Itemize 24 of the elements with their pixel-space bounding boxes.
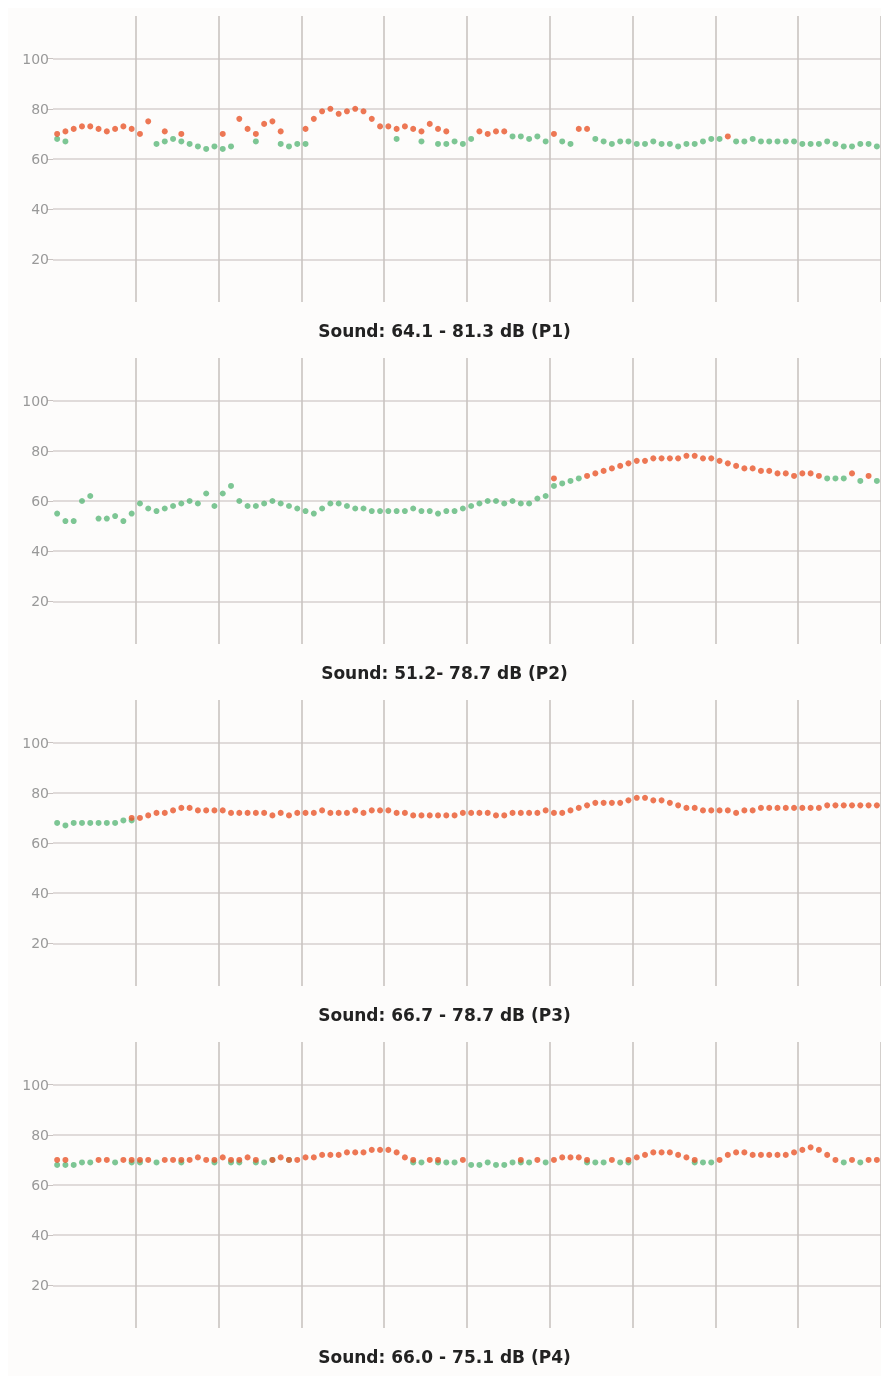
y-tick-label: 60 bbox=[31, 835, 49, 851]
y-tick-label: 40 bbox=[31, 885, 49, 902]
y-tick-label: 100 bbox=[22, 50, 49, 67]
y-tick-label: 80 bbox=[31, 784, 49, 801]
text: Sound: 66.0 - 75.1 dB (P4) bbox=[318, 1346, 571, 1367]
text: Sound: 51.2- 78.7 dB (P2) bbox=[321, 662, 568, 683]
y-tick-label: 100 bbox=[22, 1076, 49, 1093]
y-tick-label: 80 bbox=[31, 100, 49, 117]
y-tick-label: 20 bbox=[31, 593, 49, 610]
text: Sound: 64.1 - 81.3 dB (P1) bbox=[318, 320, 571, 341]
y-tick-label: 100 bbox=[22, 392, 49, 409]
y-tick-label: 100 bbox=[22, 734, 49, 751]
y-tick-label: 20 bbox=[31, 251, 49, 268]
y-tick-label: 20 bbox=[31, 935, 49, 952]
y-tick-label: 40 bbox=[31, 543, 49, 560]
y-tick-label: 80 bbox=[31, 1126, 49, 1143]
y-tick-label: 60 bbox=[31, 151, 49, 167]
y-tick-label: 40 bbox=[31, 201, 49, 218]
y-tick-label: 60 bbox=[31, 493, 49, 509]
y-tick-label: 20 bbox=[31, 1277, 49, 1294]
text: Sound: 66.7 - 78.7 dB (P3) bbox=[318, 1004, 571, 1025]
y-tick-label: 40 bbox=[31, 1227, 49, 1244]
y-tick-label: 60 bbox=[31, 1177, 49, 1193]
y-tick-label: 80 bbox=[31, 442, 49, 459]
